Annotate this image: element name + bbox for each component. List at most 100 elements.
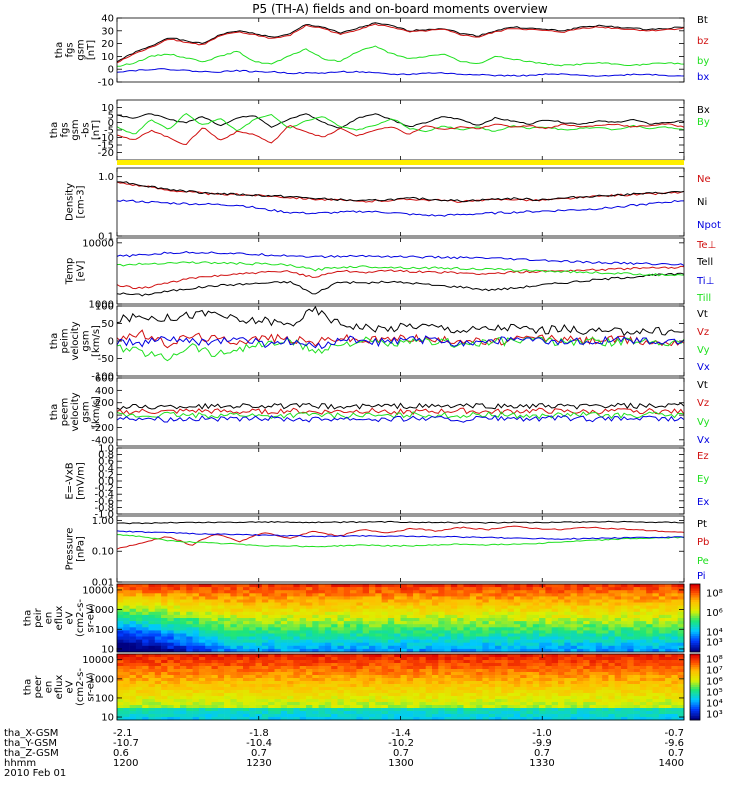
heatmap-cell [236,696,244,700]
heatmap-cell [198,584,206,588]
heatmap-cell [211,639,219,643]
heatmap-cell [614,614,622,619]
heatmap-cell [375,599,382,603]
heatmap-cell [539,666,546,670]
heatmap-cell [350,593,357,597]
heatmap-cell [564,687,571,691]
heatmap-cell [463,678,471,682]
heatmap-cell [362,627,370,631]
heatmap-cell [545,705,552,709]
heatmap-cell [387,608,395,613]
heatmap-cell [532,614,540,619]
heatmap-cell [293,681,300,685]
heatmap-cell [280,708,288,712]
heatmap-cell [299,678,307,682]
heatmap-cell [551,669,559,673]
heatmap-cell [293,678,300,682]
y-tick-label: 600 [95,374,114,385]
heatmap-cell [627,699,634,703]
heatmap-cell [280,648,288,653]
heatmap-cell [595,587,603,591]
heatmap-cell [117,702,124,706]
heatmap-cell [665,590,672,594]
heatmap-cell [280,702,288,706]
heatmap-cell [526,681,534,685]
heatmap-cell [249,618,256,622]
heatmap-cell [671,630,678,634]
heatmap-cell [576,630,584,634]
heatmap-cell [469,687,477,691]
heatmap-cell [343,602,351,606]
heatmap-cell [646,608,653,613]
heatmap-cell [287,596,294,600]
y-tick-label: 10 [101,645,114,656]
heatmap-cell [558,590,565,594]
heatmap-cell [438,678,445,682]
heatmap-cell [545,666,552,670]
heatmap-cell [595,614,603,619]
panel-9: 10⁸10⁶10⁴10³10000100010010thapeireneflux… [23,583,723,656]
heatmap-cell [287,645,294,650]
heatmap-cell [324,611,332,616]
heatmap-cell [192,599,200,603]
heatmap-cell [564,636,571,640]
heatmap-cell [450,636,458,640]
heatmap-cell [658,587,666,591]
heatmap-cell [646,675,653,679]
heatmap-cell [356,696,363,700]
heatmap-cell [205,684,212,688]
heatmap-cell [419,627,426,631]
heatmap-cell [457,717,464,721]
heatmap-cell [205,648,212,653]
heatmap-cell [463,669,471,673]
heatmap-cell [243,636,250,640]
heatmap-cell [274,584,282,588]
heatmap-cell [375,602,382,606]
heatmap-cell [419,705,426,709]
series-line-Tell [116,272,685,297]
ephemeris-row-label: tha_Z-GSM [4,748,59,759]
heatmap-cell [129,696,137,700]
heatmap-cell [268,602,275,606]
heatmap-cell [602,684,609,688]
heatmap-cell [608,693,615,697]
y-axis-label-line: tha [23,610,34,626]
heatmap-cell [507,642,515,647]
heatmap-cell [173,636,181,640]
heatmap-cell [545,621,552,625]
heatmap-cell [432,681,439,685]
heatmap-cell [135,681,143,685]
heatmap-cell [123,639,130,643]
heatmap-cell [646,699,653,703]
heatmap-cell [287,639,294,643]
heatmap-cell [677,669,685,673]
heatmap-cell [186,602,193,606]
heatmap-cell [154,714,162,718]
heatmap-cell [198,711,206,715]
heatmap-cell [192,624,200,628]
heatmap-cell [438,693,445,697]
heatmap-cell [665,593,672,597]
heatmap-cell [224,672,231,676]
heatmap-cell [507,711,515,715]
heatmap-cell [532,605,540,609]
heatmap-cell [476,599,483,603]
heatmap-cell [375,666,382,670]
heatmap-cell [621,633,628,637]
heatmap-cell [602,696,609,700]
heatmap-cell [369,590,376,594]
heatmap-cell [261,645,269,650]
heatmap-cell [551,636,559,640]
colorbar-tick-label: 10⁶ [706,677,723,688]
heatmap-cell [444,590,452,594]
heatmap-cell [646,621,653,625]
heatmap-cell [381,657,389,661]
heatmap-cell [532,657,540,661]
heatmap-cell [646,696,653,700]
heatmap-cell [135,678,143,682]
heatmap-cell [488,608,496,613]
heatmap-cell [142,663,149,667]
heatmap-cell [142,678,149,682]
heatmap-cell [545,605,552,609]
